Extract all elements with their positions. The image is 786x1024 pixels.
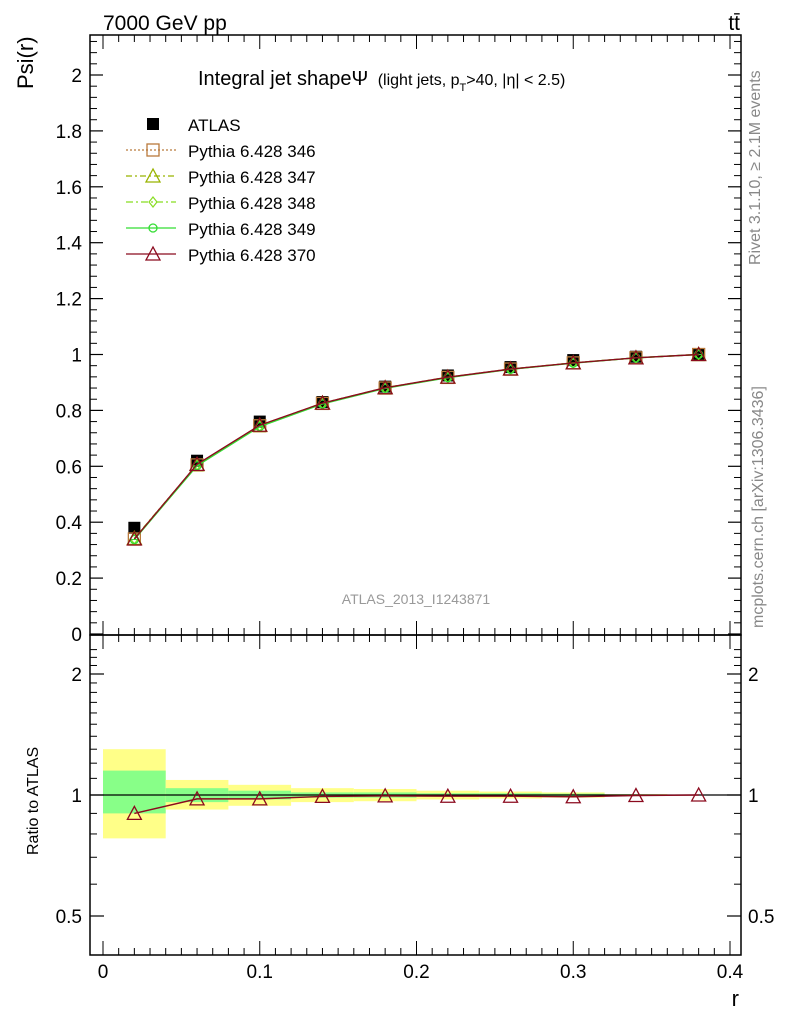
legend-marker-5	[144, 245, 162, 261]
main-title-sub: T	[460, 82, 467, 94]
ratio-series-group	[126, 786, 707, 821]
ratio-y-tick-label-right: 1	[748, 786, 759, 807]
legend-label-1: Pythia 6.428 346	[188, 142, 316, 161]
ratio-y-ticks: 0.5 0.5 1 1 2 2	[56, 649, 774, 928]
main-y-tick-label: 0.2	[56, 569, 82, 590]
atlas-data-point	[128, 521, 141, 534]
ratio-y-tick-label: 1	[71, 786, 82, 807]
legend-atlas-label: ATLAS	[188, 116, 241, 135]
legend: ATLAS Pythia 6.428 346 Pythia 6.428 347 Pyt…	[126, 116, 316, 265]
ratio-marker	[126, 805, 143, 821]
main-y-tick-label: 1.4	[56, 234, 83, 255]
main-title-text: Integral jet shapeΨ	[198, 68, 368, 90]
legend-marker-2	[144, 167, 162, 183]
ratio-y-tick-label-right: 2	[748, 665, 759, 686]
main-series-group	[126, 346, 707, 546]
x-tick-label: 0	[98, 962, 109, 983]
main-y-tick-label: 1	[71, 346, 82, 367]
ratio-marker	[627, 787, 645, 803]
analysis-label: ATLAS_2013_I1243871	[342, 591, 491, 607]
series-5-marker	[502, 360, 519, 376]
x-tick-label: 0.2	[403, 962, 429, 983]
ratio-marker	[314, 788, 331, 804]
main-y-tick-label: 1.6	[56, 178, 82, 199]
series-5-marker	[627, 349, 645, 365]
series-5-marker	[439, 368, 456, 384]
legend-label-2: Pythia 6.428 347	[188, 168, 316, 187]
ratio-y-axis-label: Ratio to ATLAS	[25, 747, 42, 855]
main-y-tick-label: 0.6	[56, 457, 82, 478]
energy-label: 7000 GeV pp	[103, 12, 227, 35]
rivet-side-label: Rivet 3.1.10, ≥ 2.1M events	[747, 70, 764, 265]
main-y-tick-label: 0	[71, 625, 82, 646]
main-y-tick-label: 0.8	[56, 401, 82, 422]
ratio-y-tick-label-right: 0.5	[748, 907, 774, 928]
legend-label-4: Pythia 6.428 349	[188, 220, 316, 239]
main-title-tail: >40, |η| < 2.5)	[466, 72, 565, 89]
ratio-marker	[439, 787, 456, 803]
x-tick-label: 0.4	[717, 962, 744, 983]
series-line-5	[133, 353, 699, 540]
ratio-x-ticks: 0 0.1 0.2 0.3 0.4	[98, 635, 744, 983]
series-5-marker	[251, 416, 268, 432]
main-y-axis-label: Psi(r)	[13, 36, 38, 89]
ratio-y-tick-label: 2	[71, 665, 82, 686]
main-plot-panel: 0 0.2 0.4 0.6 0.8 1 1.2 1.4 1.6 1.8 2 Psi(r) Integ…	[13, 34, 742, 646]
ratio-marker	[251, 790, 268, 806]
main-y-tick-label: 1.2	[56, 290, 82, 311]
legend-marker-1	[146, 143, 160, 157]
series-5-marker	[565, 354, 582, 370]
legend-label-5: Pythia 6.428 370	[188, 246, 316, 265]
ratio-marker	[690, 786, 707, 802]
main-title: Integral jet shapeΨ (light jets, pT>40, …	[198, 68, 565, 94]
ratio-marker	[565, 788, 582, 804]
x-tick-label: 0.1	[247, 962, 273, 983]
ratio-uncertainty-bands	[103, 749, 730, 839]
legend-label-3: Pythia 6.428 348	[188, 194, 316, 213]
x-axis-label: r	[732, 986, 739, 1011]
main-title-suffix: (light jets, p	[378, 72, 460, 89]
main-y-tick-label: 1.8	[56, 122, 82, 143]
ratio-marker	[502, 787, 519, 803]
series-5-marker	[126, 530, 143, 546]
ratio-plot-panel: 0.5 0.51 12 2 0 0.1 0.2 0.3 0.4 Ratio to ATLAS …	[25, 634, 774, 1011]
ratio-marker	[188, 790, 206, 806]
x-tick-label: 0.3	[560, 962, 586, 983]
series-5-marker	[314, 394, 331, 410]
main-y-tick-label: 0.4	[56, 513, 83, 534]
main-x-ticks	[102, 35, 731, 635]
process-label: tt̄	[728, 12, 740, 35]
legend-marker-3	[148, 196, 158, 208]
series-5-marker	[377, 379, 394, 395]
main-y-tick-label: 2	[71, 66, 82, 87]
ratio-y-tick-label: 0.5	[56, 907, 82, 928]
main-y-ticks: 0 0.2 0.4 0.6 0.8 1 1.2 1.4 1.6 1.8 2	[56, 40, 741, 646]
series-5-marker	[690, 346, 707, 362]
legend-atlas-marker	[147, 118, 159, 130]
ratio-marker	[377, 787, 394, 803]
mcplots-side-label: mcplots.cern.ch [arXiv:1306.3436]	[750, 386, 767, 628]
series-5-marker	[188, 455, 206, 471]
ratio-line	[134, 794, 699, 815]
